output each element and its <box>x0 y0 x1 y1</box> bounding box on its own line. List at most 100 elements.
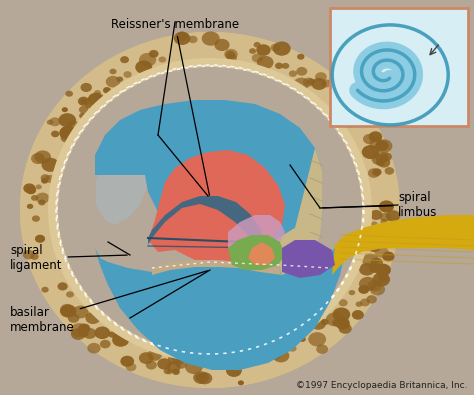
Ellipse shape <box>370 283 385 295</box>
Ellipse shape <box>282 63 289 69</box>
Ellipse shape <box>311 78 327 90</box>
Ellipse shape <box>378 274 388 282</box>
Ellipse shape <box>147 350 162 361</box>
Ellipse shape <box>376 159 385 166</box>
Ellipse shape <box>103 87 111 93</box>
Ellipse shape <box>58 113 76 127</box>
Ellipse shape <box>333 86 347 98</box>
Ellipse shape <box>316 344 328 354</box>
Ellipse shape <box>341 120 351 128</box>
Ellipse shape <box>68 314 79 323</box>
Ellipse shape <box>81 83 92 92</box>
Ellipse shape <box>158 56 166 62</box>
Ellipse shape <box>311 318 326 330</box>
Polygon shape <box>275 148 322 275</box>
Ellipse shape <box>126 363 137 371</box>
Ellipse shape <box>31 153 45 164</box>
Polygon shape <box>20 32 400 388</box>
Ellipse shape <box>20 32 400 388</box>
Ellipse shape <box>349 290 355 295</box>
Ellipse shape <box>384 167 394 175</box>
Ellipse shape <box>378 158 390 167</box>
Ellipse shape <box>345 115 357 124</box>
Ellipse shape <box>379 200 394 213</box>
Ellipse shape <box>369 264 381 273</box>
Ellipse shape <box>315 72 327 81</box>
Text: basilar
membrane: basilar membrane <box>10 271 207 334</box>
Polygon shape <box>58 67 362 353</box>
Polygon shape <box>228 215 285 252</box>
Ellipse shape <box>176 32 188 41</box>
Ellipse shape <box>307 79 315 85</box>
Ellipse shape <box>375 140 389 151</box>
Ellipse shape <box>238 380 244 385</box>
Ellipse shape <box>59 126 77 140</box>
Ellipse shape <box>382 252 394 261</box>
Ellipse shape <box>367 240 382 252</box>
Ellipse shape <box>299 337 306 342</box>
Ellipse shape <box>350 108 360 116</box>
Ellipse shape <box>139 53 156 67</box>
Ellipse shape <box>185 360 203 374</box>
Ellipse shape <box>109 69 117 74</box>
Ellipse shape <box>321 79 331 87</box>
Ellipse shape <box>123 71 132 78</box>
Ellipse shape <box>146 361 157 370</box>
Ellipse shape <box>375 263 391 276</box>
Ellipse shape <box>333 307 350 322</box>
Ellipse shape <box>35 150 51 164</box>
Ellipse shape <box>372 154 385 165</box>
Ellipse shape <box>224 49 238 60</box>
Ellipse shape <box>370 258 383 267</box>
Text: Reissner's membrane: Reissner's membrane <box>111 18 239 195</box>
Ellipse shape <box>36 184 42 190</box>
Ellipse shape <box>367 280 382 292</box>
Ellipse shape <box>303 77 314 87</box>
Ellipse shape <box>41 178 48 184</box>
Ellipse shape <box>376 231 393 245</box>
Ellipse shape <box>109 331 116 338</box>
Ellipse shape <box>188 36 198 43</box>
Ellipse shape <box>273 349 289 363</box>
Ellipse shape <box>42 158 59 172</box>
Ellipse shape <box>341 99 357 111</box>
Ellipse shape <box>366 295 377 303</box>
Ellipse shape <box>79 106 88 113</box>
Ellipse shape <box>164 368 172 374</box>
Ellipse shape <box>135 60 152 74</box>
Ellipse shape <box>45 175 55 183</box>
Ellipse shape <box>85 312 100 324</box>
Ellipse shape <box>272 350 282 358</box>
Ellipse shape <box>362 145 379 159</box>
Polygon shape <box>48 58 372 362</box>
Text: spiral
limbus: spiral limbus <box>323 191 438 219</box>
Ellipse shape <box>214 39 229 51</box>
Ellipse shape <box>157 358 171 370</box>
Ellipse shape <box>372 168 382 176</box>
Ellipse shape <box>31 195 38 201</box>
Ellipse shape <box>338 101 346 107</box>
Ellipse shape <box>71 328 86 340</box>
FancyBboxPatch shape <box>330 8 468 126</box>
Ellipse shape <box>62 107 68 112</box>
Ellipse shape <box>149 50 159 58</box>
Ellipse shape <box>380 213 391 222</box>
Polygon shape <box>95 238 345 370</box>
Polygon shape <box>228 235 285 270</box>
Ellipse shape <box>308 332 326 346</box>
Ellipse shape <box>85 103 92 109</box>
Ellipse shape <box>275 62 283 69</box>
Ellipse shape <box>168 354 181 364</box>
Ellipse shape <box>195 374 205 382</box>
Ellipse shape <box>87 343 100 354</box>
Ellipse shape <box>172 369 180 375</box>
Ellipse shape <box>375 139 392 153</box>
Ellipse shape <box>375 152 389 163</box>
Ellipse shape <box>139 352 154 364</box>
Polygon shape <box>152 260 282 275</box>
Ellipse shape <box>94 327 110 339</box>
Polygon shape <box>148 196 265 248</box>
Ellipse shape <box>390 222 401 231</box>
Polygon shape <box>148 150 285 265</box>
Ellipse shape <box>30 253 39 260</box>
